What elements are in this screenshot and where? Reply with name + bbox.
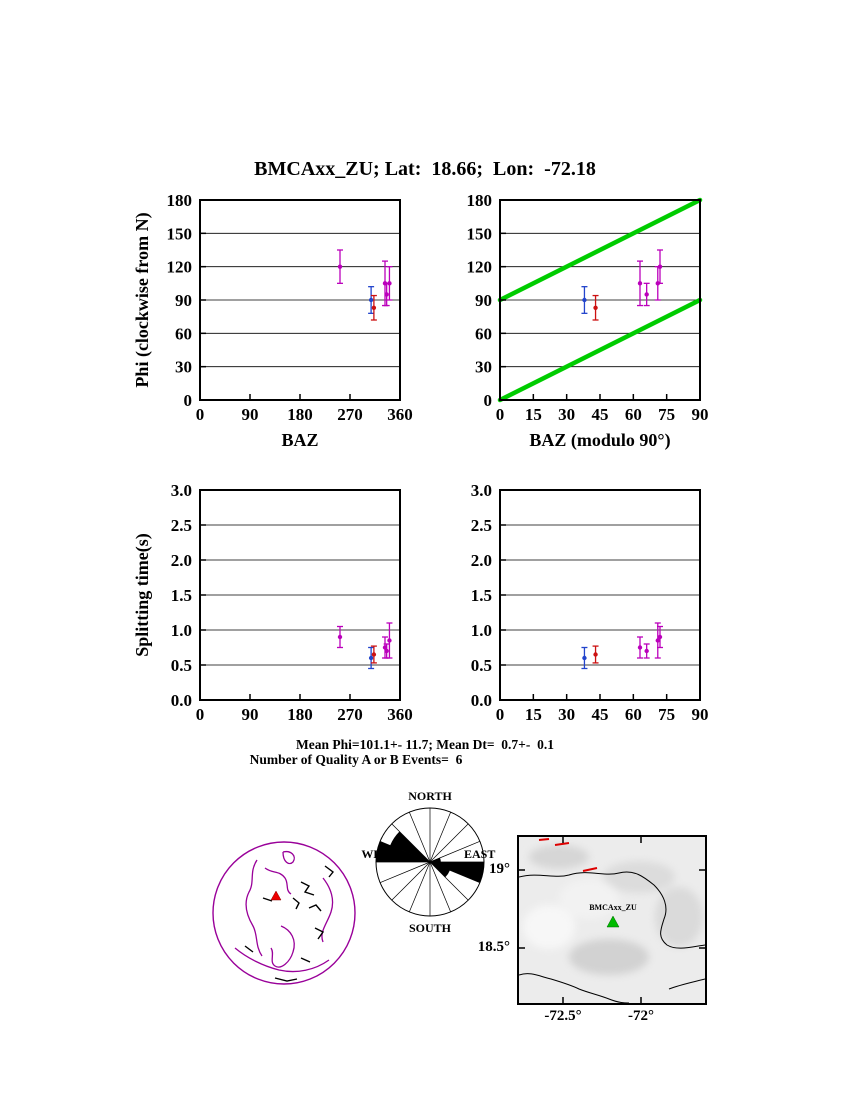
svg-text:90: 90 — [475, 291, 492, 310]
local-map — [517, 835, 707, 1005]
svg-text:90: 90 — [692, 705, 709, 724]
chart-phi-vs-baz-mod90: 0 15 30 45 60 75 90 0 30 60 90 120 150 180 BAZ (modulo… — [467, 192, 709, 451]
svg-text:0: 0 — [484, 391, 493, 410]
svg-text:0.5: 0.5 — [171, 656, 192, 675]
svg-text:150: 150 — [167, 224, 193, 243]
station-marker-map — [606, 915, 620, 928]
map-frame-ticks — [519, 837, 705, 1003]
map-lat-label-18-5: 18.5° — [477, 939, 510, 955]
chart-phi-vs-baz: 0 90 180 270 360 0 30 60 90 120 150 180 BAZ Phi (cloc… — [132, 192, 413, 450]
chart-dt-vs-baz-mod90: 0 15 30 45 60 75 90 0.0 0.5 1.0 1.5 2.0 2.5 3.0 — [471, 482, 709, 724]
svg-text:0.0: 0.0 — [171, 691, 192, 710]
svg-text:1.0: 1.0 — [471, 621, 492, 640]
chart-dt-vs-baz: 0 90 180 270 360 0.0 0.5 1.0 1.5 2.0 2.5 3.0 Splitti… — [132, 482, 413, 724]
svg-text:360: 360 — [387, 405, 413, 424]
map-lon-label-72: -72° — [628, 1008, 654, 1024]
svg-text:0: 0 — [184, 391, 193, 410]
svg-text:3.0: 3.0 — [471, 482, 492, 500]
svg-text:120: 120 — [167, 258, 193, 277]
event-count-text: Number of Quality A or B Events= 6 — [249, 752, 463, 767]
svg-text:BAZ (modulo 90°): BAZ (modulo 90°) — [529, 430, 670, 451]
svg-text:0: 0 — [196, 705, 205, 724]
svg-text:3.0: 3.0 — [171, 482, 192, 500]
globe-outline — [212, 841, 356, 985]
svg-text:150: 150 — [467, 224, 493, 243]
svg-text:15: 15 — [525, 705, 542, 724]
svg-text:0: 0 — [196, 405, 205, 424]
svg-text:2.5: 2.5 — [471, 516, 492, 535]
svg-text:0.5: 0.5 — [471, 656, 492, 675]
svg-text:120: 120 — [467, 258, 493, 277]
svg-text:75: 75 — [658, 705, 675, 724]
svg-text:180: 180 — [167, 192, 193, 210]
svg-text:30: 30 — [558, 705, 575, 724]
rose-label-east: EAST — [464, 847, 496, 861]
svg-text:180: 180 — [467, 192, 493, 210]
globe-coastlines — [234, 850, 334, 973]
svg-text:60: 60 — [175, 324, 192, 343]
svg-text:75: 75 — [658, 405, 675, 424]
map-coastlines — [518, 871, 706, 1004]
svg-text:90: 90 — [692, 405, 709, 424]
rose-label-north: NORTH — [408, 789, 452, 803]
svg-text:Splitting time(s): Splitting time(s) — [132, 533, 153, 657]
svg-text:60: 60 — [625, 705, 642, 724]
svg-text:360: 360 — [387, 705, 413, 724]
globe-boundaries — [244, 865, 334, 982]
svg-text:0: 0 — [496, 705, 505, 724]
svg-text:1.5: 1.5 — [171, 586, 192, 605]
terrain-shading — [523, 845, 703, 975]
svg-text:BAZ: BAZ — [281, 430, 318, 450]
map-lat-label-19: 19° — [489, 861, 510, 877]
station-marker-globe — [270, 890, 282, 901]
mean-values-text: Mean Phi=101.1+- 11.7; Mean Dt= 0.7+- 0.… — [296, 737, 554, 752]
svg-text:60: 60 — [625, 405, 642, 424]
svg-text:Phi (clockwise from N): Phi (clockwise from N) — [132, 212, 153, 387]
svg-text:15: 15 — [525, 405, 542, 424]
svg-text:1.0: 1.0 — [171, 621, 192, 640]
svg-text:45: 45 — [592, 705, 609, 724]
svg-text:2.0: 2.0 — [171, 551, 192, 570]
svg-text:270: 270 — [337, 405, 363, 424]
svg-text:60: 60 — [475, 324, 492, 343]
local-map-canvas — [518, 837, 706, 1004]
svg-text:90: 90 — [242, 405, 259, 424]
svg-text:45: 45 — [592, 405, 609, 424]
svg-text:0.0: 0.0 — [471, 691, 492, 710]
svg-text:90: 90 — [175, 291, 192, 310]
svg-text:180: 180 — [287, 405, 313, 424]
svg-text:270: 270 — [337, 705, 363, 724]
figure-title: BMCAxx_ZU; Lat: 18.66; Lon: -72.18 — [254, 158, 596, 180]
svg-text:30: 30 — [475, 358, 492, 377]
svg-text:90: 90 — [242, 705, 259, 724]
rose-label-west: WEST — [361, 847, 396, 861]
map-lon-label-72-5: -72.5° — [544, 1008, 582, 1024]
svg-text:30: 30 — [558, 405, 575, 424]
rose-label-south: SOUTH — [408, 921, 451, 935]
fault-traces — [538, 838, 598, 872]
svg-text:2.0: 2.0 — [471, 551, 492, 570]
svg-text:0: 0 — [496, 405, 505, 424]
svg-text:30: 30 — [175, 358, 192, 377]
svg-text:1.5: 1.5 — [471, 586, 492, 605]
station-label: BMCAxx_ZU — [589, 903, 637, 912]
rose-diagram — [375, 807, 485, 917]
globe-inset — [212, 841, 356, 985]
svg-text:2.5: 2.5 — [171, 516, 192, 535]
svg-text:180: 180 — [287, 705, 313, 724]
